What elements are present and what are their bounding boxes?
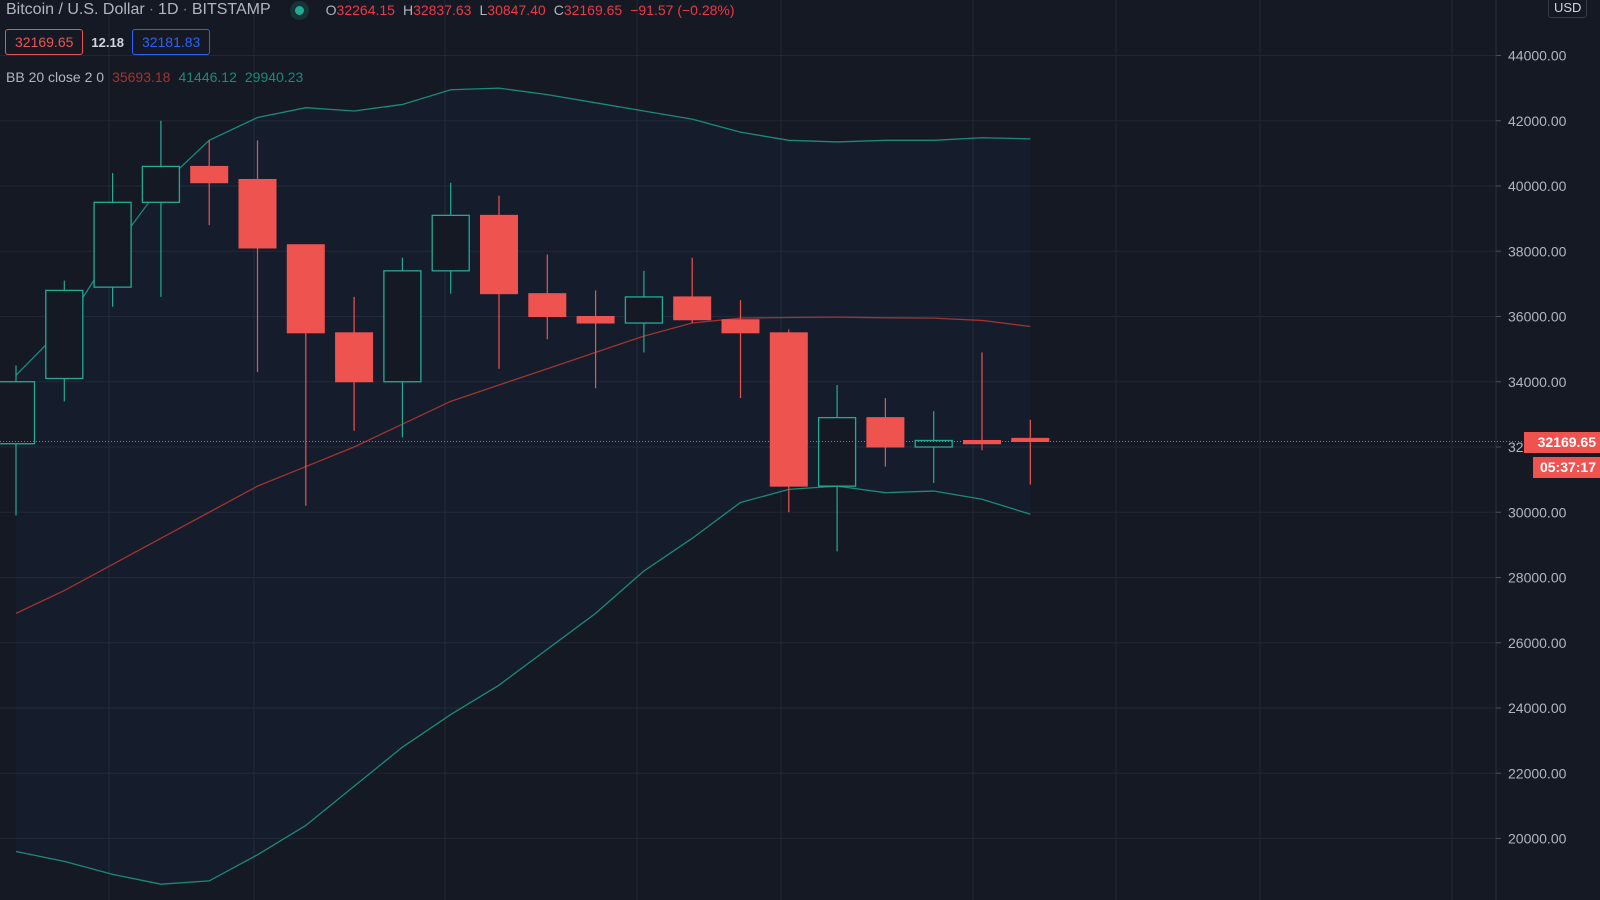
candle — [45, 280, 84, 402]
y-tick-label: 22000.00 — [1508, 765, 1567, 781]
trade-price-boxes: 32169.65 12.18 32181.83 — [5, 29, 211, 55]
y-tick-label: 28000.00 — [1508, 570, 1567, 586]
candle-body — [624, 296, 664, 324]
bb-basis-line — [15, 316, 1031, 614]
candle-body — [769, 332, 808, 487]
symbol-header: Bitcoin / U.S. Dollar · 1D · BITSTAMP O3… — [6, 0, 735, 21]
candle-body — [0, 381, 36, 445]
candle-body — [480, 214, 518, 295]
candle — [480, 195, 518, 369]
header-separator: · — [182, 1, 188, 18]
bb-upper-line — [15, 87, 1031, 376]
indicator-label[interactable]: BB 20 close 2 0 — [6, 69, 105, 85]
candle-body — [721, 319, 760, 334]
exchange-label: BITSTAMP — [191, 1, 271, 18]
candle — [335, 296, 374, 431]
y-tick-label: 38000.00 — [1508, 243, 1567, 259]
candle-body — [673, 296, 712, 321]
y-tick-label: 34000.00 — [1508, 374, 1567, 390]
bb-upper-value: 41446.12 — [178, 69, 237, 85]
candle — [817, 385, 857, 552]
candle — [963, 352, 1001, 451]
y-tick-label: 36000.00 — [1508, 309, 1567, 325]
y-tick-label: 20000.00 — [1508, 831, 1567, 847]
candle — [769, 329, 808, 513]
candle — [866, 398, 905, 467]
grid — [0, 0, 1497, 900]
symbol-name[interactable]: Bitcoin / U.S. Dollar — [6, 1, 145, 18]
y-tick-label: 40000.00 — [1508, 178, 1567, 194]
ohlc-high: H32837.63 — [402, 2, 472, 18]
candle-body — [576, 316, 615, 324]
ohlc-change: −91.57 (−0.28%) — [630, 2, 735, 18]
bb-basis-value: 35693.18 — [112, 69, 171, 85]
candle-body — [335, 332, 374, 383]
candle — [286, 244, 325, 506]
candle-body — [190, 165, 229, 184]
candle — [93, 172, 132, 307]
y-tick-label: 24000.00 — [1508, 700, 1567, 716]
candle-body — [238, 178, 277, 249]
candle — [624, 270, 664, 353]
spread-value: 12.18 — [91, 34, 124, 50]
candle-body — [817, 416, 857, 487]
candle — [431, 182, 470, 294]
candle — [721, 300, 760, 399]
candle-body — [383, 270, 422, 383]
candle — [0, 365, 36, 516]
bb-lower-value: 29940.23 — [244, 69, 304, 85]
market-status-icon[interactable] — [294, 5, 304, 15]
currency-button[interactable]: USD — [1548, 0, 1588, 18]
candle-body — [93, 201, 132, 288]
candle — [673, 257, 712, 324]
candles — [0, 120, 1050, 552]
header-separator: · — [148, 1, 155, 18]
candle-body — [431, 214, 470, 272]
ohlc-open: O32264.15 — [325, 2, 395, 18]
candle — [576, 290, 615, 389]
candle-body — [528, 293, 567, 318]
y-tick-label: 42000.00 — [1508, 113, 1567, 129]
candle — [190, 140, 229, 226]
interval-label[interactable]: 1D — [158, 1, 179, 18]
candle-body — [1011, 437, 1050, 442]
candle — [914, 411, 953, 483]
candle — [1011, 419, 1050, 485]
candle-body — [286, 244, 325, 334]
candle-body — [866, 417, 905, 448]
candle-body — [914, 439, 953, 448]
bar-countdown-label: 05:37:17 — [1533, 457, 1600, 478]
y-tick-label: 30000.00 — [1508, 504, 1567, 520]
candle — [238, 140, 277, 372]
candle — [528, 254, 567, 340]
sell-price-button[interactable]: 32169.65 — [5, 29, 84, 55]
candle — [383, 257, 422, 438]
indicator-legend[interactable]: BB 20 close 2 0 35693.18 41446.12 29940.… — [6, 69, 303, 85]
candle — [141, 120, 181, 297]
buy-price-button[interactable]: 32181.83 — [131, 29, 211, 55]
bb-background-fill — [16, 88, 1031, 885]
last-price-label: 32169.65 — [1524, 432, 1600, 453]
candle-body — [963, 439, 1001, 445]
price-axis[interactable]: 20000.00 22000.00 24000.00 26000.00 28000.00… — [1496, 48, 1567, 847]
candle-body — [45, 289, 84, 380]
candle-body — [141, 165, 181, 203]
y-tick-label: 26000.00 — [1508, 635, 1567, 651]
bb-lower-line — [15, 485, 1031, 885]
ohlc-values: O32264.15 H32837.63 L30847.40 C32169.65 … — [326, 2, 735, 18]
y-tick-label: 44000.00 — [1508, 48, 1567, 64]
ohlc-close: C32169.65 — [553, 2, 623, 18]
bollinger-bands — [15, 87, 1031, 885]
ohlc-low: L30847.40 — [479, 2, 546, 18]
